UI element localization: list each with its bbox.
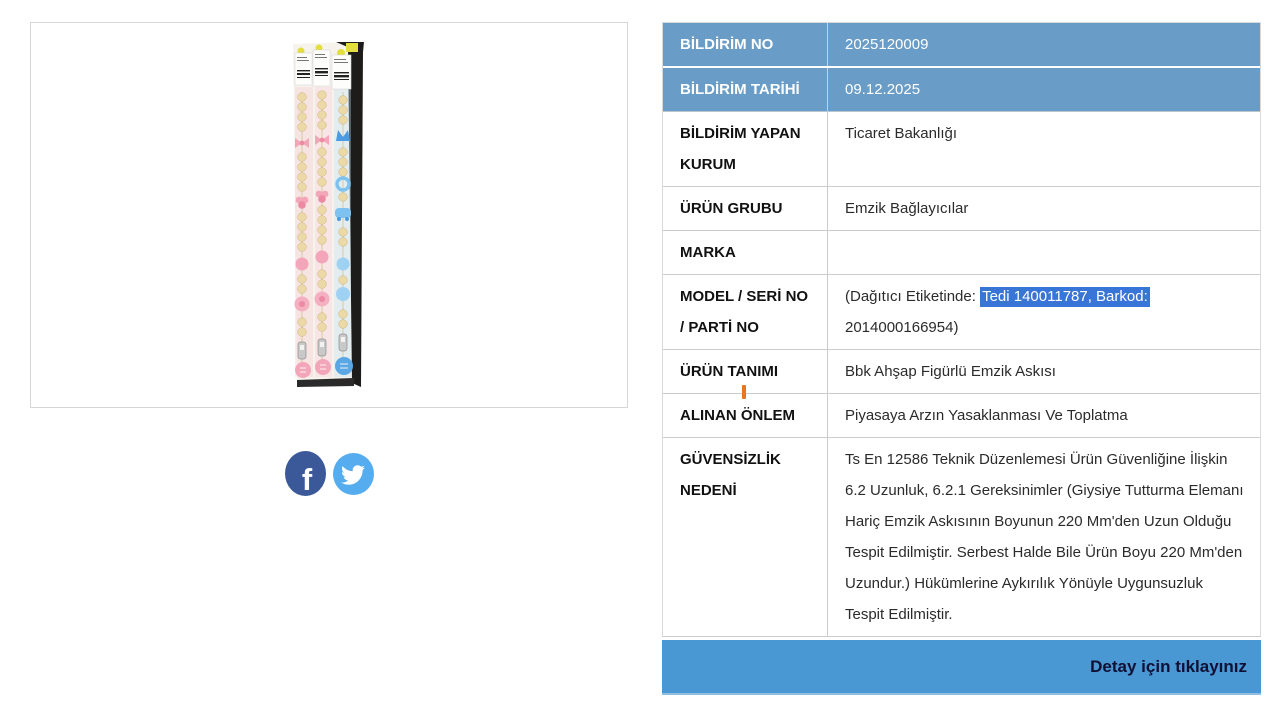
social-share-bar: f — [30, 451, 628, 496]
row-value: Bbk Ahşap Figürlü Emzik Askısı — [845, 363, 1056, 380]
product-photo — [293, 42, 364, 387]
row-label: MARKA — [663, 231, 828, 274]
row-label: ALINAN ÖNLEM — [663, 394, 828, 437]
row-value: Piyasaya Arzın Yasaklanması Ve Toplatma — [845, 407, 1128, 424]
row-value: (Dağıtıcı Etiketinde: Tedi 140011787, Ba… — [828, 275, 1260, 349]
row-value: Ticaret Bakanlığı — [845, 125, 957, 142]
row-value: Ts En 12586 Teknik Düzenlemesi Ürün Güve… — [845, 451, 1244, 623]
row-urun-tanimi: ÜRÜN TANIMI Bbk Ahşap Figürlü Emzik Askı… — [663, 350, 1260, 394]
row-value: 2025120009 — [845, 36, 929, 53]
row-label: ÜRÜN GRUBU — [663, 187, 828, 230]
row-label: BİLDİRİM NO — [663, 23, 828, 66]
row-value: 09.12.2025 — [845, 81, 921, 98]
table-rows: BİLDİRİM NO 2025120009 BİLDİRİM TARİHİ 0… — [662, 22, 1261, 637]
text-cursor — [742, 385, 746, 399]
row-label: BİLDİRİM TARİHİ — [663, 68, 828, 111]
row-label: BİLDİRİM YAPAN KURUM — [663, 112, 828, 186]
row-label: MODEL / SERİ NO / PARTİ NO — [663, 275, 828, 349]
row-model-seri-no: MODEL / SERİ NO / PARTİ NO (Dağıtıcı Eti… — [663, 275, 1260, 350]
row-value: Emzik Bağlayıcılar — [845, 200, 969, 217]
row-label: GÜVENSİZLİK NEDENİ — [663, 438, 828, 636]
row-guvensizlik-nedeni: GÜVENSİZLİK NEDENİ Ts En 12586 Teknik Dü… — [663, 438, 1260, 636]
row-bildirim-no: BİLDİRİM NO 2025120009 — [663, 23, 1260, 68]
row-bildirim-yapan-kurum: BİLDİRİM YAPAN KURUM Ticaret Bakanlığı — [663, 112, 1260, 187]
row-bildirim-tarihi: BİLDİRİM TARİHİ 09.12.2025 — [663, 68, 1260, 112]
detail-link-label: Detay için tıklayınız — [1090, 656, 1247, 676]
twitter-share-button[interactable] — [332, 452, 374, 495]
model-text-selected: Tedi 140011787, Barkod: — [980, 287, 1150, 307]
row-label: ÜRÜN TANIMI — [663, 350, 828, 393]
detail-link-bar[interactable]: Detay için tıklayınız — [662, 640, 1261, 695]
model-text-prefix: (Dağıtıcı Etiketinde: — [845, 288, 981, 305]
row-marka: MARKA — [663, 231, 1260, 275]
row-urun-grubu: ÜRÜN GRUBU Emzik Bağlayıcılar — [663, 187, 1260, 231]
model-text-suffix: 2014000166954) — [845, 319, 959, 336]
product-image-panel — [30, 22, 628, 408]
facebook-icon: f — [301, 462, 313, 497]
row-alinan-onlem: ALINAN ÖNLEM Piyasaya Arzın Yasaklanması… — [663, 394, 1260, 438]
row-value — [828, 231, 1260, 274]
twitter-bird-icon — [341, 464, 365, 485]
facebook-share-button[interactable]: f — [284, 451, 326, 497]
notification-table: BİLDİRİM NO 2025120009 BİLDİRİM TARİHİ 0… — [662, 22, 1261, 695]
